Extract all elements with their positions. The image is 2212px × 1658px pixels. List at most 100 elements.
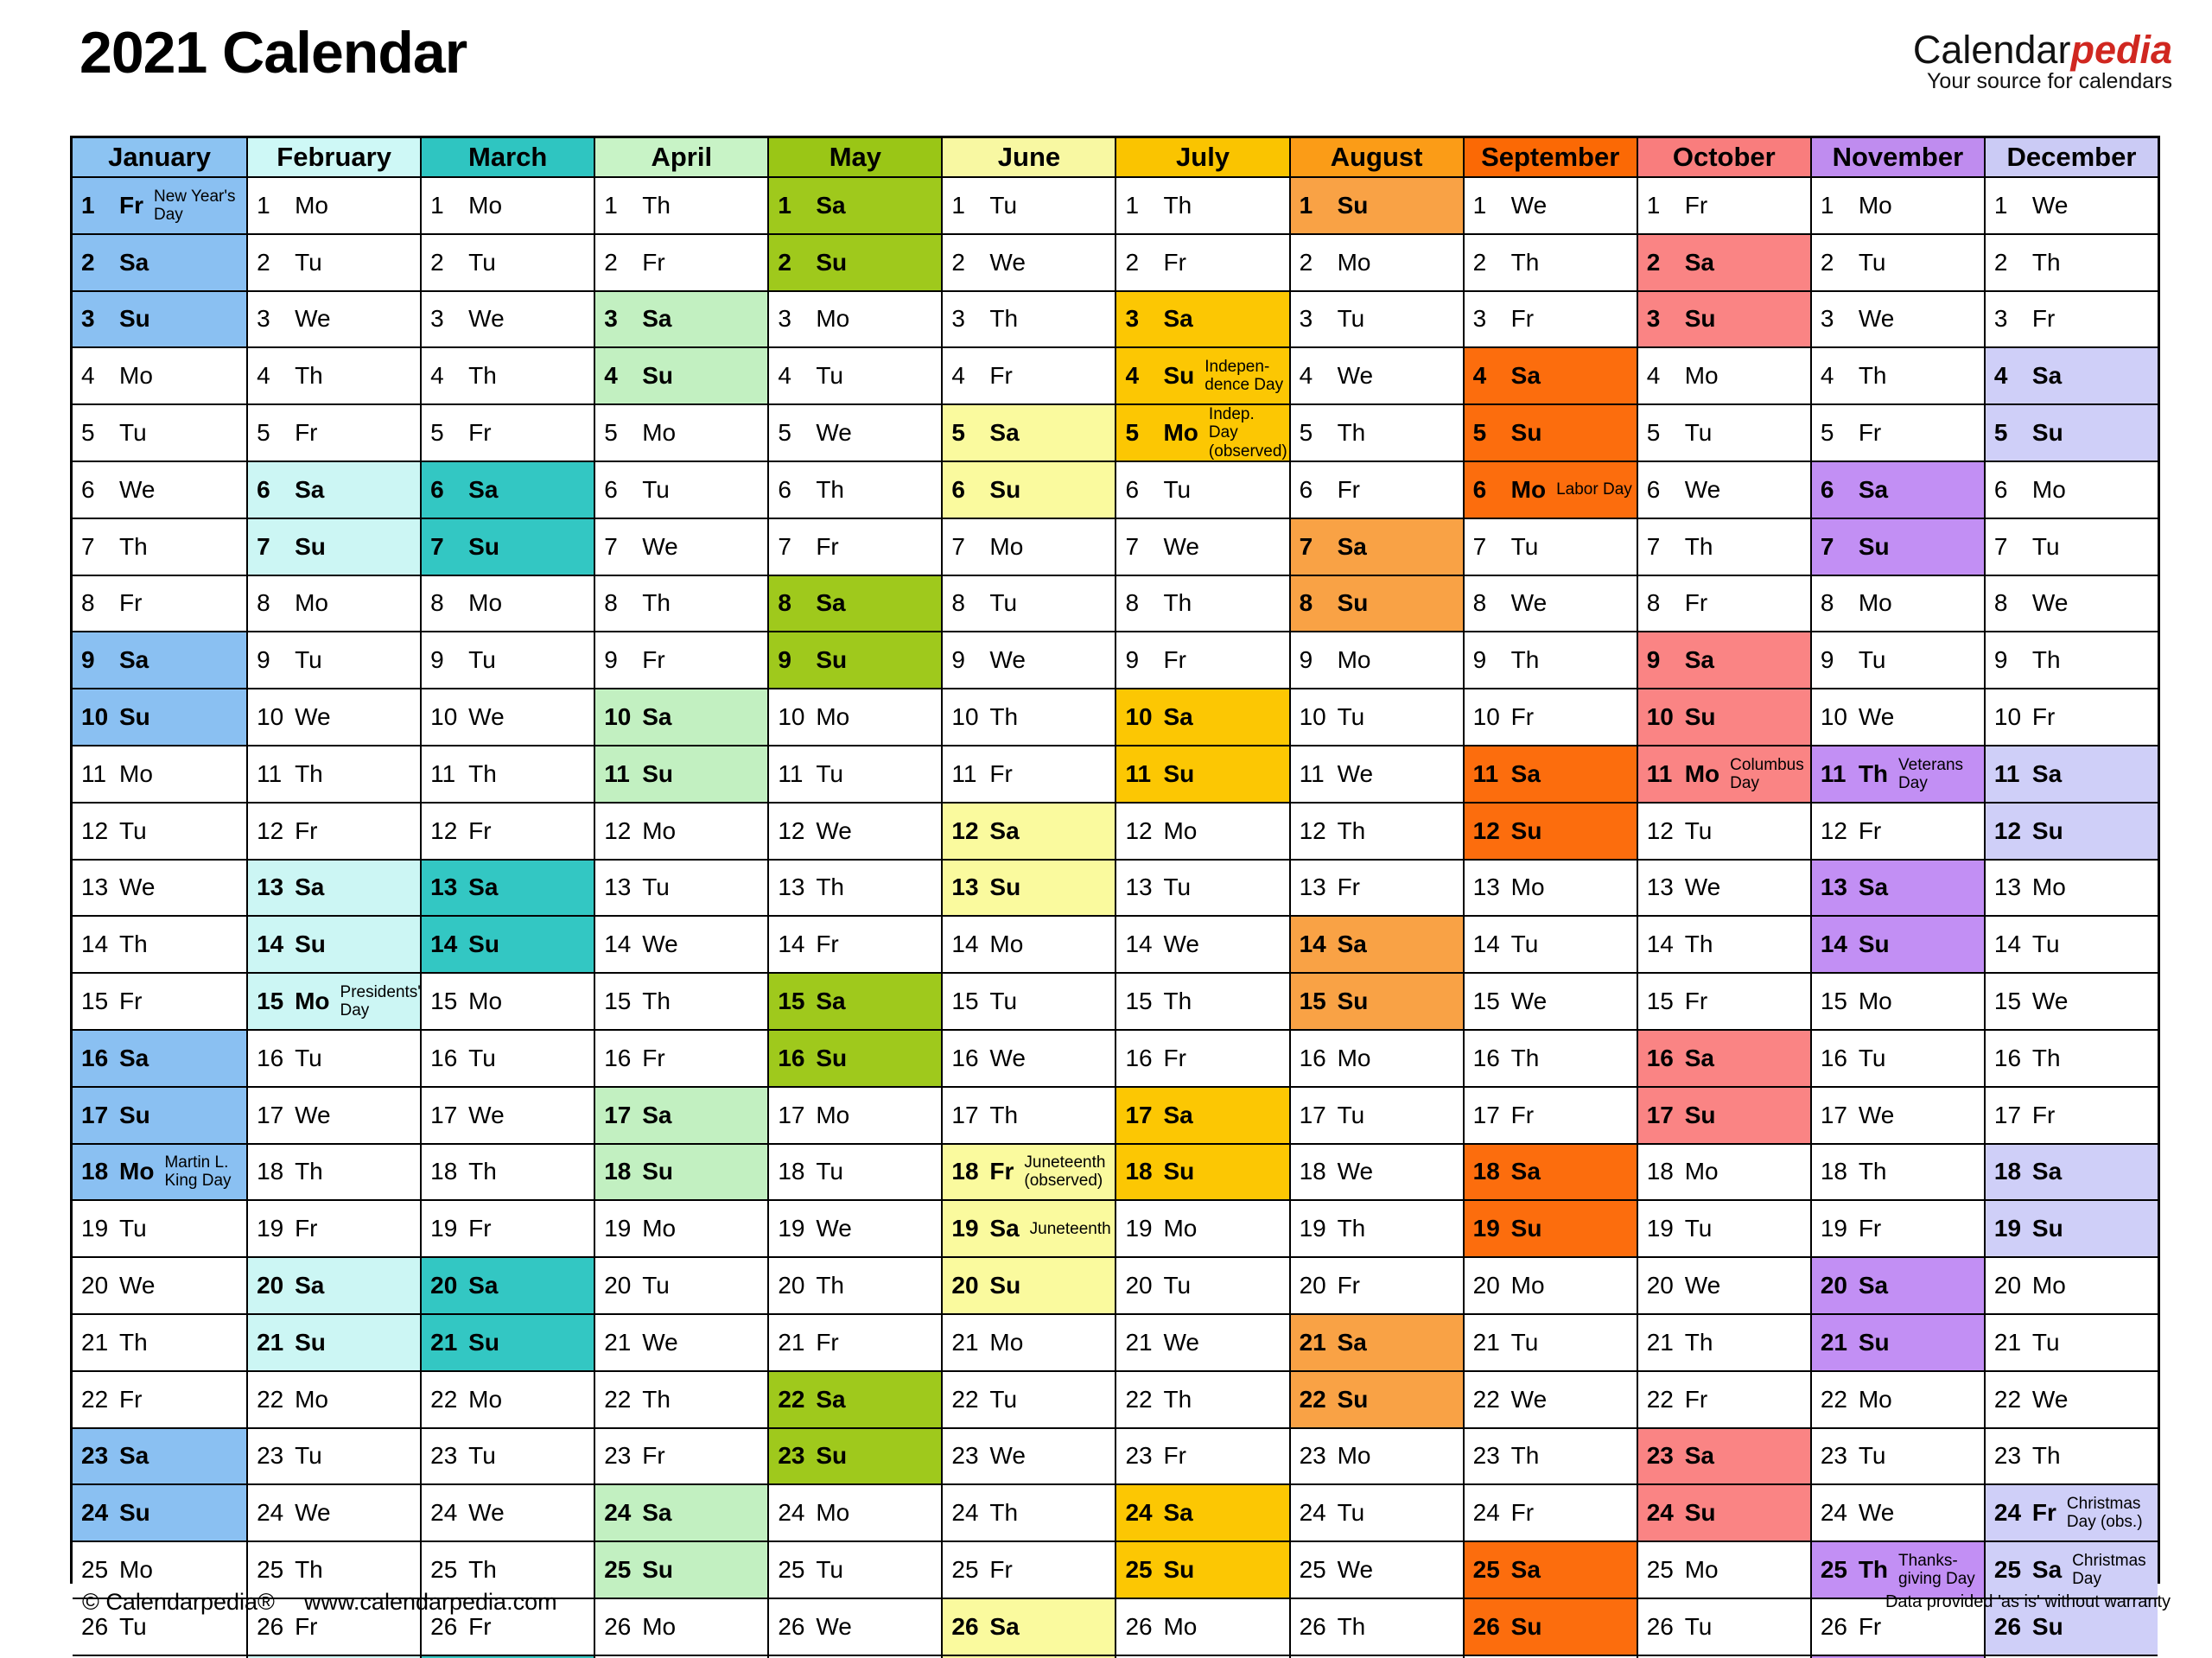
weekday-label: Fr (1684, 191, 1708, 219)
month-column-june: June 1 Tu 2 We 3 Th 4 Fr 5 Sa 6 Su 7 Mo 8 Tu 9 We 10 Th 11 Fr 1… (941, 138, 1116, 1658)
day-cell-june-5: 5 Sa (943, 405, 1116, 462)
weekday-label: Mo (1163, 1612, 1198, 1640)
day-cell-june-17: 17 Th (943, 1087, 1116, 1145)
weekday-label: Th (989, 703, 1019, 731)
day-cell-december-1: 1 We (1985, 178, 2158, 235)
day-cell-september-13: 13 Mo (1464, 860, 1637, 918)
weekday-label: Mo (1684, 1556, 1719, 1584)
day-number: 8 (1472, 589, 1487, 617)
day-number: 13 (430, 873, 458, 901)
day-cell-july-7: 7 We (1116, 518, 1289, 576)
weekday-label: Su (119, 703, 150, 731)
day-cell-june-23: 23 We (943, 1428, 1116, 1486)
day-number: 9 (1993, 646, 2008, 674)
weekday-label: Su (1337, 589, 1369, 617)
day-cell-may-1: 1 Sa (769, 178, 942, 235)
weekday-label: We (468, 1101, 505, 1128)
day-number: 17 (1820, 1101, 1847, 1128)
day-number: 7 (257, 532, 270, 560)
weekday-label: Tu (1510, 1328, 1539, 1356)
weekday-label: We (295, 305, 331, 333)
day-cell-may-2: 2 Su (769, 234, 942, 292)
weekday-label: Tu (1858, 646, 1886, 674)
weekday-label: Fr (119, 988, 143, 1015)
weekday-label: We (816, 1612, 852, 1640)
weekday-label: Tu (295, 1044, 322, 1071)
day-number: 22 (1993, 1385, 2022, 1413)
day-number: 15 (1820, 988, 1847, 1015)
day-number: 8 (1299, 589, 1313, 617)
day-cell-september-27: 27Mo (1464, 1655, 1637, 1658)
day-cell-january-2: 2 Sa (73, 234, 247, 292)
weekday-label: Fr (1858, 1215, 1882, 1242)
weekday-label: Fr (1163, 1442, 1186, 1470)
day-number: 10 (1820, 703, 1847, 731)
day-number: 2 (1125, 248, 1140, 276)
day-number: 10 (81, 703, 109, 731)
day-cell-august-12: 12 Th (1290, 803, 1463, 861)
day-cell-october-20: 20 We (1637, 1258, 1810, 1315)
day-number: 17 (1472, 1101, 1500, 1128)
day-cell-march-24: 24 We (422, 1485, 594, 1543)
day-cell-march-7: 7 Su (422, 518, 594, 576)
weekday-label: We (119, 475, 156, 503)
weekday-label: Tu (468, 1044, 496, 1071)
day-cell-october-22: 22 Fr (1637, 1371, 1810, 1429)
day-cell-march-22: 22 Mo (422, 1371, 594, 1429)
day-cell-february-3: 3 We (248, 291, 421, 349)
day-cell-may-18: 18 Tu (769, 1144, 942, 1202)
day-number: 10 (604, 703, 632, 731)
footer-website-link[interactable]: www.calendarpedia.com (303, 1589, 557, 1615)
weekday-label: Tu (1337, 305, 1365, 333)
weekday-label: Su (1858, 931, 1890, 958)
weekday-label: Sa (989, 419, 1020, 447)
day-cell-august-1: 1 Su (1290, 178, 1463, 235)
weekday-label: Th (468, 759, 497, 787)
day-number: 5 (257, 419, 270, 447)
day-number: 12 (1472, 816, 1500, 844)
day-number: 22 (430, 1385, 458, 1413)
day-cell-january-4: 4 Mo (73, 348, 247, 406)
day-number: 16 (951, 1044, 979, 1071)
weekday-label: Mo (1337, 646, 1371, 674)
day-number: 26 (257, 1612, 284, 1640)
weekday-label: We (119, 873, 156, 901)
day-cell-november-27: 27Sa (1811, 1655, 1984, 1658)
day-number: 25 (257, 1556, 284, 1584)
day-cell-november-1: 1 Mo (1811, 178, 1984, 235)
day-number: 8 (778, 589, 791, 617)
day-cell-july-2: 2 Fr (1116, 234, 1289, 292)
day-cell-march-14: 14 Su (422, 917, 594, 975)
day-number: 13 (81, 873, 109, 901)
day-number: 16 (1820, 1044, 1847, 1071)
day-number: 6 (1299, 475, 1313, 503)
day-number: 1 (81, 191, 95, 219)
weekday-label: Th (1337, 1612, 1366, 1640)
day-number: 2 (1472, 248, 1487, 276)
weekday-label: Mo (1337, 248, 1371, 276)
day-cell-october-12: 12 Tu (1637, 803, 1810, 861)
day-number: 2 (81, 248, 95, 276)
weekday-label: Tu (1337, 1101, 1365, 1128)
day-number: 26 (1299, 1612, 1326, 1640)
day-cell-april-19: 19 Mo (595, 1201, 768, 1259)
day-cell-january-13: 13 We (73, 860, 247, 918)
day-number: 2 (1820, 248, 1834, 276)
day-number: 24 (778, 1499, 805, 1527)
weekday-label: Sa (295, 873, 325, 901)
weekday-label: We (1337, 362, 1374, 390)
weekday-label: Su (1163, 362, 1195, 390)
day-number: 22 (1472, 1385, 1500, 1413)
day-number: 18 (257, 1158, 284, 1185)
weekday-label: Tu (642, 475, 670, 503)
weekday-label: Sa (1163, 305, 1193, 333)
day-number: 12 (1993, 816, 2022, 844)
day-cell-november-8: 8 Mo (1811, 575, 1984, 633)
day-cell-may-11: 11 Tu (769, 746, 942, 804)
holiday-label: Labor Day (1556, 480, 1632, 499)
weekday-label: Sa (816, 988, 846, 1015)
weekday-label: Tu (816, 759, 843, 787)
weekday-label: Th (989, 1499, 1019, 1527)
weekday-label: Mo (295, 191, 328, 219)
day-cell-february-12: 12 Fr (248, 803, 421, 861)
